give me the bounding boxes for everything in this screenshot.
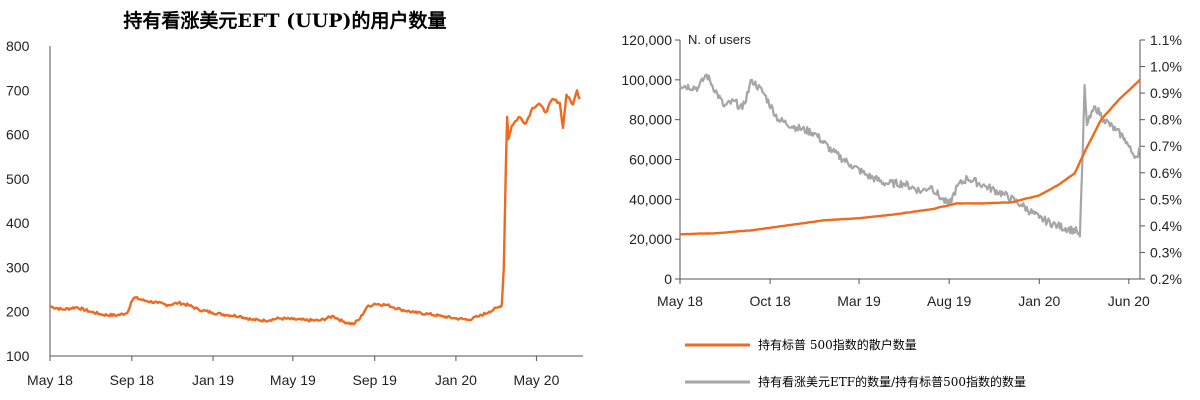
y-tick-labels: 100 200 300 400 500 600 700 800 bbox=[6, 38, 30, 364]
x-tick-label: Jan 20 bbox=[1018, 293, 1060, 309]
x-tick-labels: May 18 Sep 18 Jan 19 May 19 Sep 19 Jan 20 May … bbox=[27, 356, 560, 388]
y-axis-label: N. of users bbox=[688, 32, 751, 47]
y-tick-label: 200 bbox=[6, 304, 30, 320]
right-y-tick-label: 0.4% bbox=[1150, 218, 1182, 234]
legend: 持有标普 500指数的散户数量 持有看涨美元ETF的数量/持有标普500指数的数… bbox=[685, 337, 1026, 389]
right-y-tick-label: 0.5% bbox=[1150, 191, 1182, 207]
x-tick-labels: May 18 Oct 18 Mar 19 Aug 19 Jan 20 Jun 20 bbox=[657, 279, 1150, 309]
left-y-tick-label: 100,000 bbox=[621, 72, 672, 88]
x-tick-label: Aug 19 bbox=[927, 293, 972, 309]
ratio-line bbox=[678, 73, 1142, 238]
sp500-users-chart: N. of users 0 20,000 40,000 60,000 80,000 100… bbox=[621, 32, 1182, 389]
legend-label-ratio: 持有看涨美元ETF的数量/持有标普500指数的数量 bbox=[758, 374, 1026, 389]
y-tick-label: 600 bbox=[6, 127, 30, 143]
right-y-tick-label: 1.1% bbox=[1150, 32, 1182, 48]
x-tick-label: Jun 20 bbox=[1108, 293, 1150, 309]
right-y-tick-label: 0.8% bbox=[1150, 112, 1182, 128]
right-y-tick-labels: 0.2% 0.3% 0.4% 0.5% 0.6% 0.7% 0.8% 0.9% 1.0% 1.1% bbox=[1140, 32, 1182, 287]
y-tick-label: 100 bbox=[6, 348, 30, 364]
x-tick-label: Mar 19 bbox=[837, 293, 881, 309]
y-tick-label: 800 bbox=[6, 38, 30, 54]
left-y-tick-label: 80,000 bbox=[629, 112, 672, 128]
x-tick-label: Sep 19 bbox=[353, 372, 398, 388]
legend-label-sp500-users: 持有标普 500指数的散户数量 bbox=[758, 337, 917, 352]
chart-title: 持有看涨美元EFT (UUP)的用户数量 bbox=[123, 9, 446, 32]
left-y-tick-label: 120,000 bbox=[621, 32, 672, 48]
y-tick-label: 500 bbox=[6, 171, 30, 187]
x-tick-label: Jan 20 bbox=[435, 372, 477, 388]
x-tick-label: May 19 bbox=[270, 372, 316, 388]
x-tick-label: May 18 bbox=[27, 372, 73, 388]
right-y-tick-label: 0.9% bbox=[1150, 85, 1182, 101]
x-tick-label: Oct 18 bbox=[749, 293, 790, 309]
y-tick-label: 700 bbox=[6, 82, 30, 98]
x-tick-label: Sep 18 bbox=[110, 372, 155, 388]
sp500-users-line bbox=[680, 78, 1141, 236]
uup-users-chart: 持有看涨美元EFT (UUP)的用户数量 100 200 300 400 500 600 7… bbox=[6, 9, 583, 388]
right-y-tick-label: 0.6% bbox=[1150, 165, 1182, 181]
y-tick-label: 300 bbox=[6, 259, 30, 275]
right-y-tick-label: 0.2% bbox=[1150, 271, 1182, 287]
right-y-tick-label: 1.0% bbox=[1150, 59, 1182, 75]
right-y-tick-label: 0.7% bbox=[1150, 138, 1182, 154]
left-y-tick-label: 0 bbox=[664, 271, 672, 287]
y-tick-label: 400 bbox=[6, 215, 30, 231]
x-tick-label: Jan 19 bbox=[192, 372, 234, 388]
x-tick-label: May 20 bbox=[513, 372, 559, 388]
left-y-tick-labels: 0 20,000 40,000 60,000 80,000 100,000 120,000 bbox=[621, 32, 680, 287]
left-y-tick-label: 20,000 bbox=[629, 231, 672, 247]
left-y-tick-label: 40,000 bbox=[629, 191, 672, 207]
left-y-tick-label: 60,000 bbox=[629, 152, 672, 168]
uup-users-line bbox=[49, 89, 581, 326]
x-tick-label: May 18 bbox=[657, 293, 703, 309]
right-y-tick-label: 0.3% bbox=[1150, 244, 1182, 260]
